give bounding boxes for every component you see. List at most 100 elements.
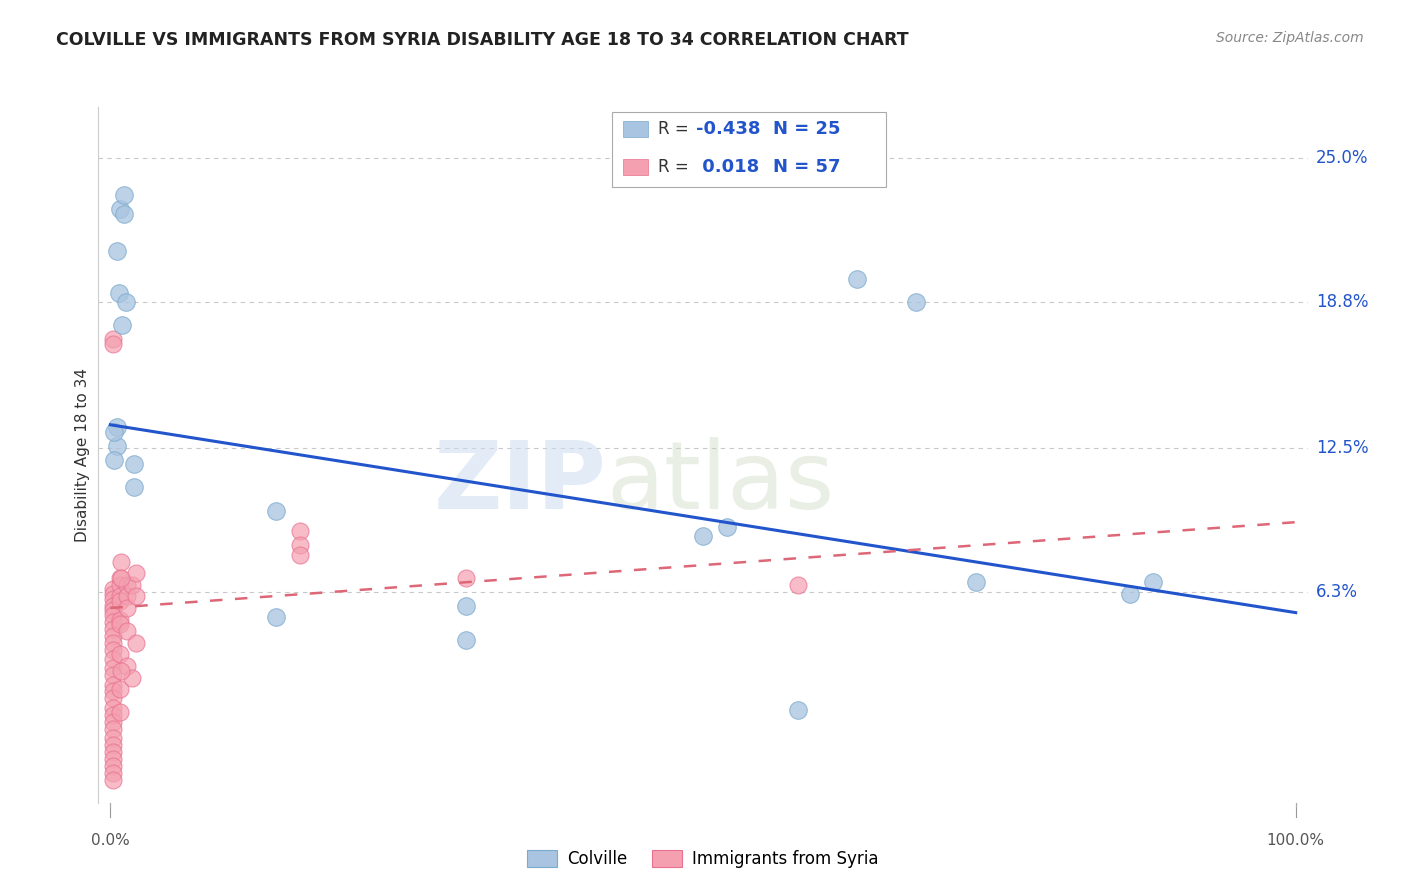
Point (125, 636, 148, 650)
Point (101, 668, 124, 682)
Point (101, 661, 124, 675)
Point (288, 538, 311, 552)
Point (108, 571, 131, 585)
Point (114, 294, 136, 309)
Point (101, 582, 124, 597)
Point (101, 745, 124, 759)
Point (103, 452, 125, 467)
Text: R =: R = (658, 158, 695, 176)
Point (125, 590, 148, 604)
Point (110, 571, 132, 585)
Point (115, 601, 138, 615)
Point (103, 425, 125, 439)
Text: N = 57: N = 57 (773, 158, 841, 176)
Point (111, 318, 134, 332)
Text: 25.0%: 25.0% (1316, 149, 1368, 167)
Text: 18.8%: 18.8% (1316, 293, 1368, 310)
Point (1142, 575, 1164, 590)
Text: ZIP: ZIP (433, 437, 606, 529)
Point (125, 566, 148, 581)
Point (288, 524, 311, 539)
Point (101, 607, 124, 622)
Text: 12.5%: 12.5% (1316, 439, 1368, 457)
Point (101, 636, 124, 650)
Point (101, 615, 124, 629)
Point (114, 188, 136, 202)
Point (101, 591, 124, 606)
Point (115, 659, 138, 673)
Point (786, 578, 808, 592)
Text: -0.438: -0.438 (696, 120, 761, 138)
Point (108, 594, 131, 608)
Point (101, 731, 124, 745)
Point (846, 271, 869, 285)
Y-axis label: Disability Age 18 to 34: Disability Age 18 to 34 (75, 368, 90, 542)
Point (101, 772, 124, 787)
Point (101, 652, 124, 666)
Point (101, 622, 124, 636)
Point (110, 555, 132, 569)
Point (110, 664, 132, 678)
Point (101, 336, 124, 351)
Point (101, 599, 124, 613)
Point (105, 244, 128, 258)
Point (454, 633, 477, 648)
Point (105, 439, 128, 453)
Point (107, 285, 129, 300)
Point (905, 294, 928, 309)
Point (101, 738, 124, 752)
Point (101, 603, 124, 617)
Point (122, 480, 145, 494)
Point (1119, 587, 1142, 601)
Point (965, 575, 987, 590)
Text: 0.0%: 0.0% (91, 833, 129, 848)
Point (101, 684, 124, 698)
Text: N = 25: N = 25 (773, 120, 841, 138)
Point (115, 590, 138, 604)
Point (101, 765, 124, 780)
Point (101, 700, 124, 714)
Point (101, 642, 124, 657)
Point (114, 207, 136, 221)
Point (115, 624, 138, 639)
Point (108, 682, 131, 697)
Point (105, 420, 128, 434)
Text: COLVILLE VS IMMIGRANTS FROM SYRIA DISABILITY AGE 18 TO 34 CORRELATION CHART: COLVILLE VS IMMIGRANTS FROM SYRIA DISABI… (56, 31, 908, 49)
Text: atlas: atlas (606, 437, 835, 529)
Point (108, 202, 131, 216)
Point (122, 457, 145, 471)
Point (454, 599, 477, 613)
Point (101, 332, 124, 346)
Point (101, 722, 124, 736)
Point (108, 617, 131, 632)
Point (121, 671, 143, 685)
Point (115, 578, 138, 592)
Point (101, 587, 124, 601)
Text: Source: ZipAtlas.com: Source: ZipAtlas.com (1216, 31, 1364, 45)
Point (101, 691, 124, 706)
Text: 6.3%: 6.3% (1316, 582, 1358, 600)
Point (264, 503, 287, 517)
Point (786, 703, 808, 717)
Point (101, 707, 124, 722)
Text: 0.018: 0.018 (696, 158, 759, 176)
Legend: Colville, Immigrants from Syria: Colville, Immigrants from Syria (520, 843, 886, 874)
Point (121, 578, 143, 592)
Point (108, 590, 131, 604)
Point (454, 571, 477, 585)
Point (101, 714, 124, 729)
Point (288, 548, 311, 562)
Point (101, 758, 124, 772)
Text: 100.0%: 100.0% (1267, 833, 1324, 848)
Point (716, 520, 738, 534)
Point (101, 629, 124, 643)
Point (108, 578, 131, 592)
Point (101, 752, 124, 766)
Point (101, 677, 124, 691)
Point (108, 648, 131, 662)
Point (692, 529, 714, 543)
Point (108, 613, 131, 627)
Text: R =: R = (658, 120, 695, 138)
Point (264, 610, 287, 624)
Point (108, 706, 131, 720)
